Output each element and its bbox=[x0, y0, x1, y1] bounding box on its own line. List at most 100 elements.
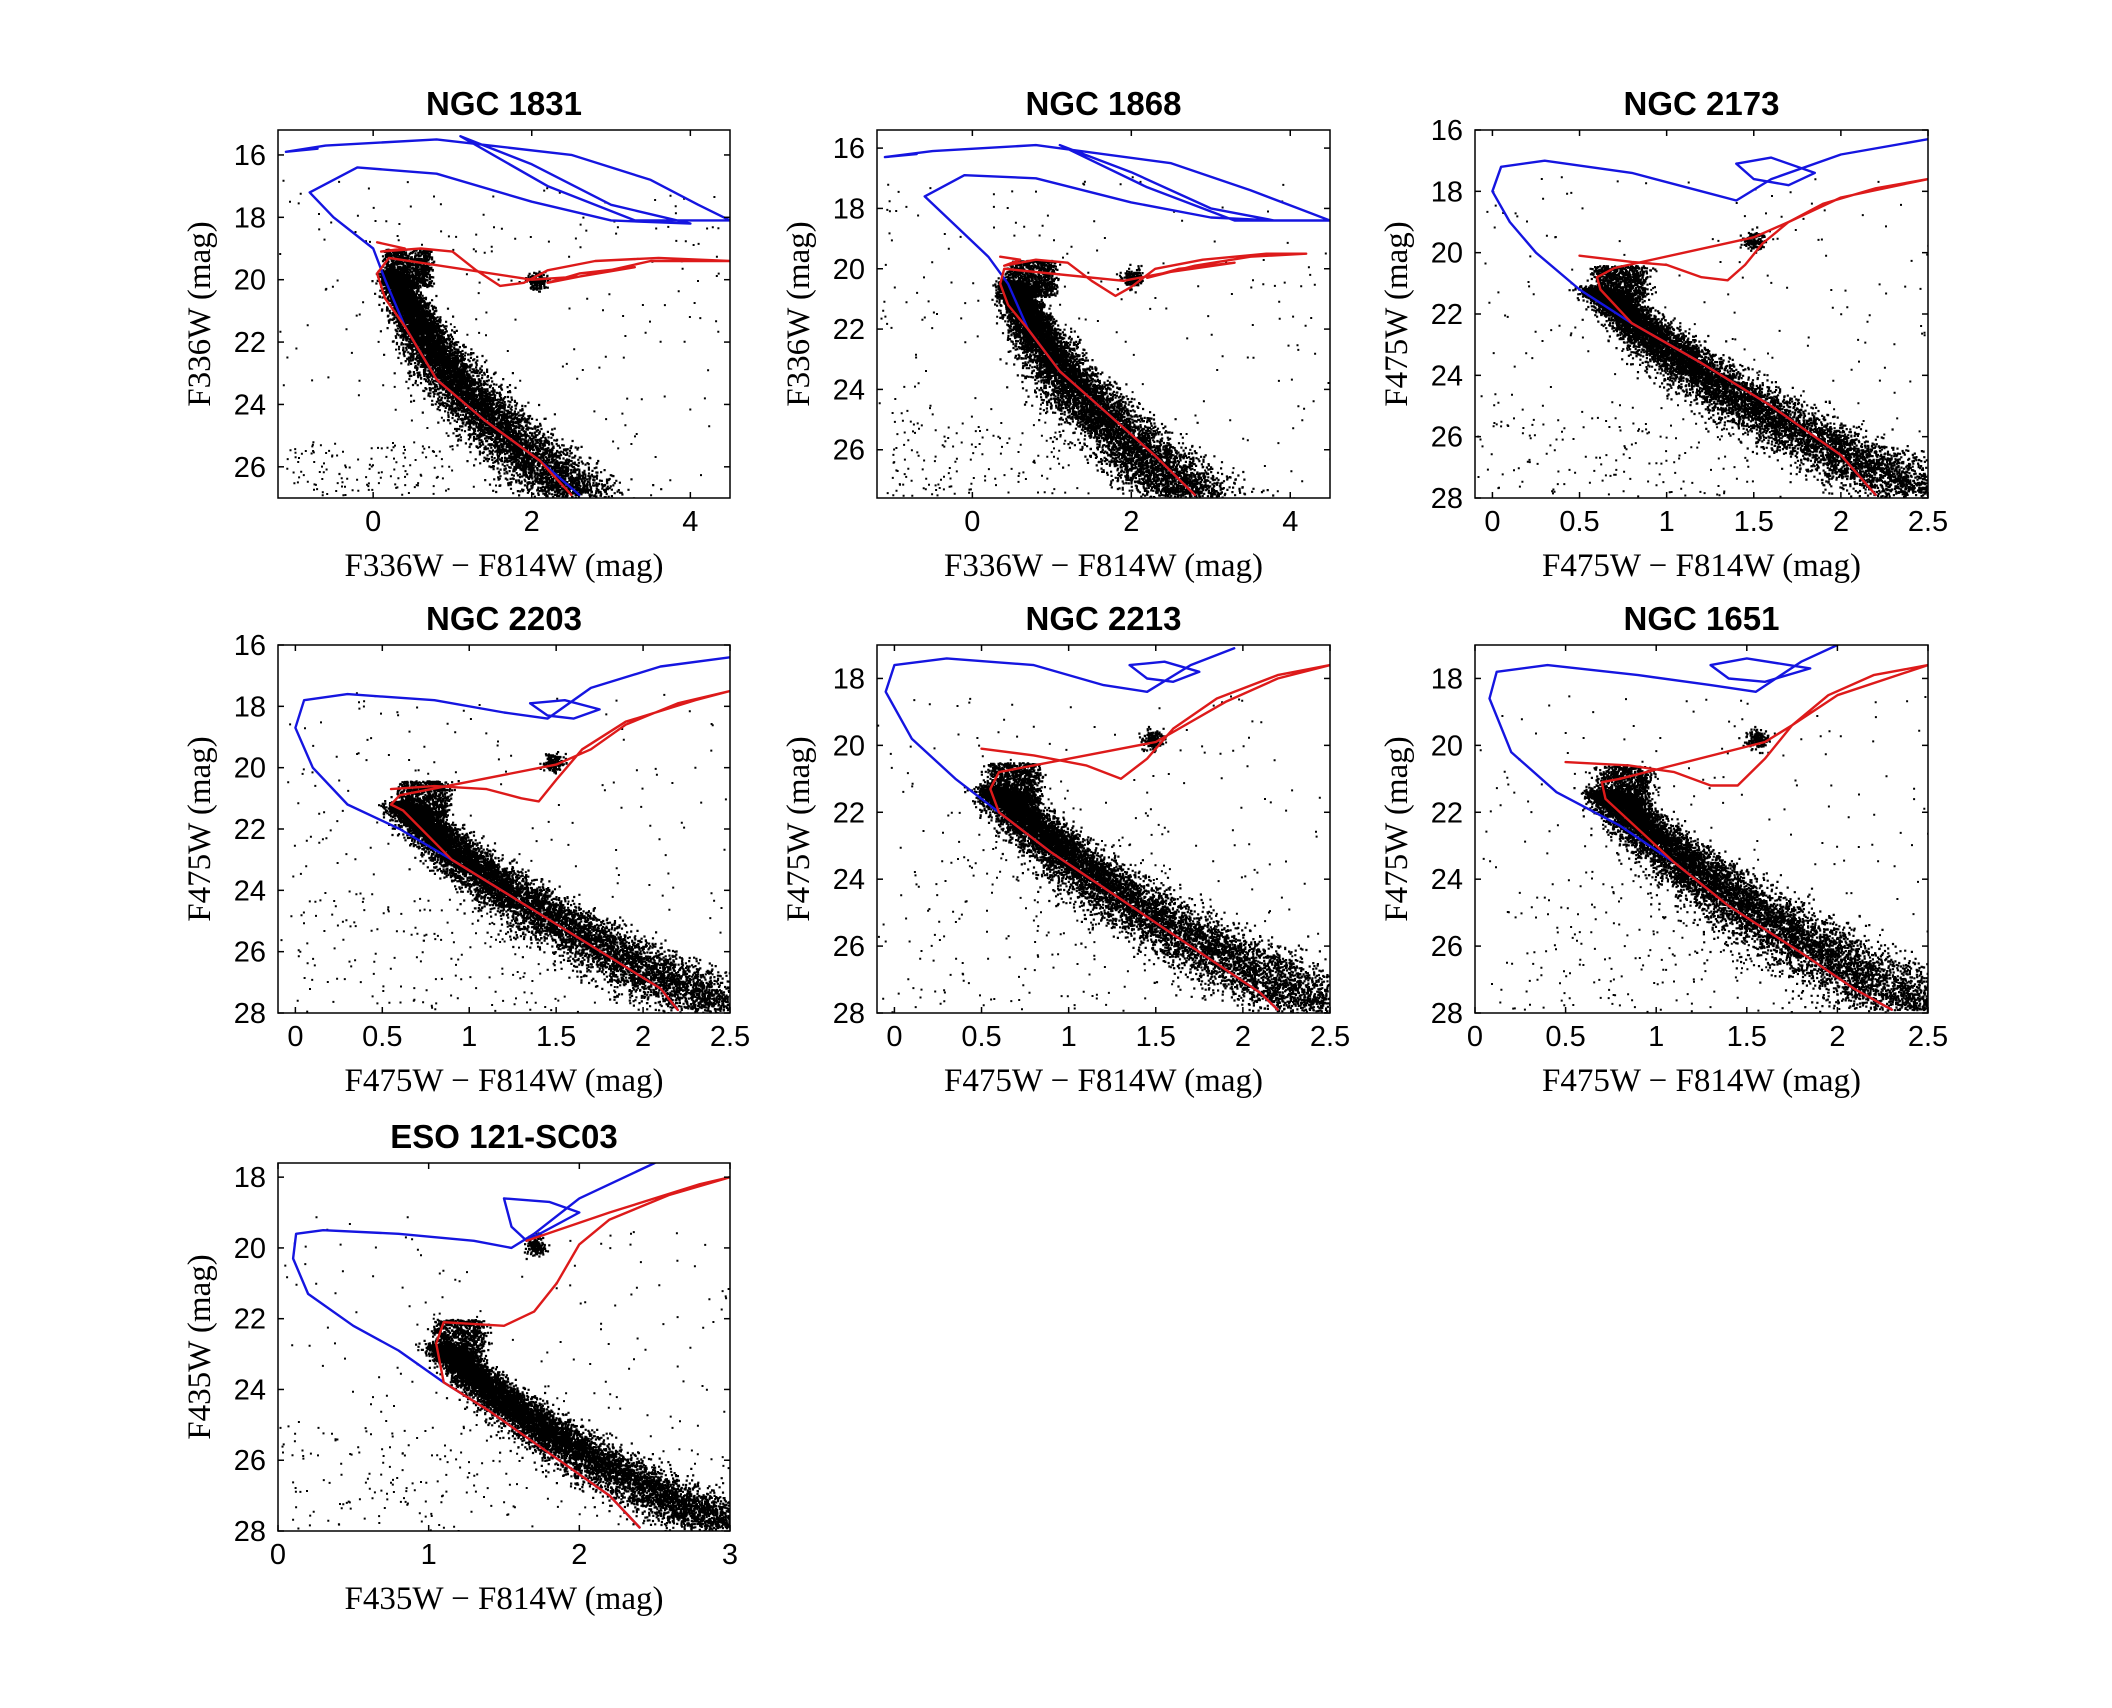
x-tick-label: 2 bbox=[1833, 506, 1849, 538]
x-tick-label: 1.5 bbox=[1727, 1021, 1767, 1053]
x-axis-label: F336W − F814W (mag) bbox=[345, 548, 664, 584]
axes-frame bbox=[278, 645, 730, 1013]
y-tick-label: 26 bbox=[234, 452, 266, 484]
y-tick-label: 16 bbox=[833, 133, 865, 165]
x-tick-label: 1 bbox=[461, 1021, 477, 1053]
x-tick-label: 0 bbox=[1484, 506, 1500, 538]
panel-title: NGC 1868 bbox=[1026, 85, 1182, 122]
x-axis-label: F336W − F814W (mag) bbox=[944, 548, 1263, 584]
x-tick-label: 2 bbox=[1123, 506, 1139, 538]
y-tick-label: 18 bbox=[234, 1162, 266, 1194]
y-tick-label: 24 bbox=[833, 864, 865, 896]
y-tick-label: 22 bbox=[833, 797, 865, 829]
x-tick-label: 1 bbox=[421, 1539, 437, 1571]
panel-title: NGC 1651 bbox=[1624, 600, 1780, 637]
x-tick-label: 0 bbox=[270, 1539, 286, 1571]
y-tick-label: 24 bbox=[234, 1374, 266, 1406]
y-tick-label: 20 bbox=[234, 1233, 266, 1265]
x-tick-label: 0 bbox=[365, 506, 381, 538]
y-tick-label: 22 bbox=[234, 327, 266, 359]
x-tick-label: 2 bbox=[1235, 1021, 1251, 1053]
x-tick-label: 0.5 bbox=[362, 1021, 402, 1053]
x-tick-label: 2 bbox=[571, 1539, 587, 1571]
y-tick-label: 18 bbox=[1431, 176, 1463, 208]
y-axis-label: F435W (mag) bbox=[182, 1254, 218, 1439]
y-tick-label: 20 bbox=[833, 730, 865, 762]
y-tick-label: 20 bbox=[1431, 730, 1463, 762]
x-tick-label: 2.5 bbox=[1908, 506, 1948, 538]
x-axis-label: F475W − F814W (mag) bbox=[1542, 548, 1861, 584]
panel-title: ESO 121-SC03 bbox=[390, 1118, 617, 1155]
x-tick-label: 3 bbox=[722, 1539, 738, 1571]
y-tick-label: 22 bbox=[1431, 299, 1463, 331]
star-points bbox=[1477, 176, 1930, 500]
x-tick-label: 1.5 bbox=[1136, 1021, 1176, 1053]
x-tick-label: 0 bbox=[964, 506, 980, 538]
x-tick-label: 0.5 bbox=[1545, 1021, 1585, 1053]
y-tick-label: 20 bbox=[234, 265, 266, 297]
isochrone-line bbox=[530, 700, 600, 718]
y-tick-label: 18 bbox=[234, 691, 266, 723]
y-tick-label: 18 bbox=[234, 202, 266, 234]
x-tick-label: 1.5 bbox=[1734, 506, 1774, 538]
x-tick-label: 0 bbox=[886, 1021, 902, 1053]
panel-title: NGC 2173 bbox=[1624, 85, 1780, 122]
x-tick-label: 1 bbox=[1659, 506, 1675, 538]
x-tick-label: 2.5 bbox=[1310, 1021, 1350, 1053]
y-tick-label: 20 bbox=[833, 254, 865, 286]
x-axis-label: F475W − F814W (mag) bbox=[944, 1063, 1263, 1099]
y-tick-label: 28 bbox=[1431, 483, 1463, 515]
y-tick-label: 22 bbox=[833, 314, 865, 346]
y-tick-label: 26 bbox=[833, 435, 865, 467]
x-tick-label: 4 bbox=[1282, 506, 1298, 538]
isochrone-line bbox=[1130, 662, 1200, 682]
x-axis-label: F435W − F814W (mag) bbox=[345, 1581, 664, 1617]
star-points bbox=[280, 1216, 733, 1533]
y-tick-label: 26 bbox=[234, 1445, 266, 1477]
x-axis-label: F475W − F814W (mag) bbox=[345, 1063, 664, 1099]
axes-frame bbox=[877, 645, 1330, 1013]
y-tick-label: 22 bbox=[234, 814, 266, 846]
y-axis-label: F475W (mag) bbox=[781, 736, 817, 921]
y-tick-label: 24 bbox=[234, 389, 266, 421]
x-tick-label: 0.5 bbox=[961, 1021, 1001, 1053]
y-tick-label: 22 bbox=[1431, 797, 1463, 829]
isochrone-line bbox=[1736, 158, 1815, 186]
x-tick-label: 2 bbox=[1829, 1021, 1845, 1053]
y-tick-label: 18 bbox=[1431, 663, 1463, 695]
x-axis-label: F475W − F814W (mag) bbox=[1542, 1063, 1861, 1099]
y-tick-label: 18 bbox=[833, 193, 865, 225]
star-points bbox=[877, 696, 1332, 1015]
y-tick-label: 24 bbox=[1431, 864, 1463, 896]
x-tick-label: 0.5 bbox=[1559, 506, 1599, 538]
panel-title: NGC 2213 bbox=[1026, 600, 1182, 637]
y-tick-label: 20 bbox=[1431, 238, 1463, 270]
y-tick-label: 24 bbox=[833, 374, 865, 406]
y-axis-label: F336W (mag) bbox=[781, 221, 817, 406]
y-tick-label: 16 bbox=[234, 140, 266, 172]
x-tick-label: 0 bbox=[287, 1021, 303, 1053]
x-tick-label: 4 bbox=[682, 506, 698, 538]
y-tick-label: 24 bbox=[1431, 360, 1463, 392]
y-tick-label: 24 bbox=[234, 875, 266, 907]
y-axis-label: F475W (mag) bbox=[182, 736, 218, 921]
y-tick-label: 16 bbox=[1431, 115, 1463, 147]
y-tick-label: 28 bbox=[833, 998, 865, 1030]
star-points bbox=[879, 176, 1332, 500]
y-axis-label: F475W (mag) bbox=[1379, 736, 1415, 921]
x-tick-label: 0 bbox=[1467, 1021, 1483, 1053]
y-tick-label: 20 bbox=[234, 753, 266, 785]
x-tick-label: 2 bbox=[524, 506, 540, 538]
y-tick-label: 26 bbox=[833, 931, 865, 963]
panel-title: NGC 1831 bbox=[426, 85, 582, 122]
isochrone-line bbox=[1711, 658, 1811, 681]
y-axis-label: F475W (mag) bbox=[1379, 221, 1415, 406]
